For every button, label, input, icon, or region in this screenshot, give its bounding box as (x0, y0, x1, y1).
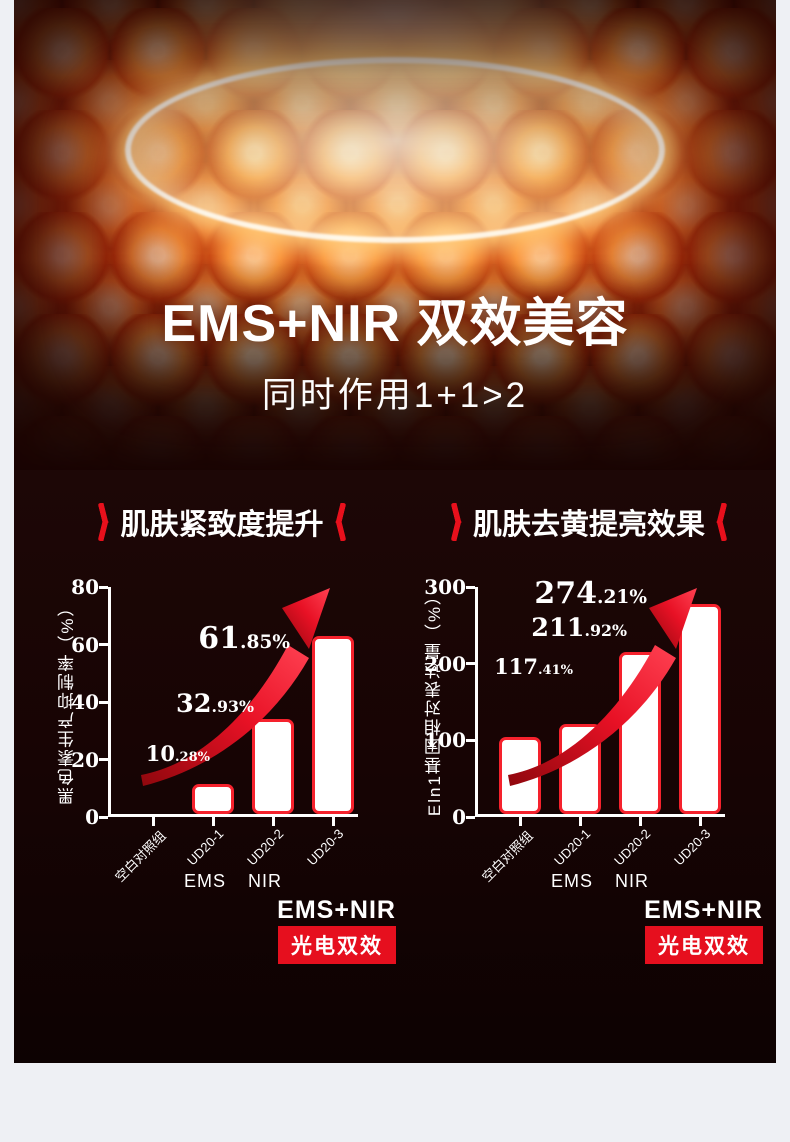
y-tick (466, 738, 475, 742)
x-tick (578, 817, 582, 826)
plot-area: Eln1基因相对表达量（%） EMS NIR EMS+NIR 光电双效 0 100… (424, 575, 763, 964)
y-tick (466, 815, 475, 819)
chart-section: 肌肤紧致度提升 黑色素生产抑制率（%） EMS (14, 502, 776, 964)
x-category-label: 空白对照组 (479, 828, 536, 885)
y-tick (99, 700, 108, 704)
chart-skin-firmness: 肌肤紧致度提升 黑色素生产抑制率（%） EMS (52, 502, 396, 964)
x-category-label: 空白对照组 (112, 828, 169, 885)
x-category-label: UD20-3 (304, 826, 347, 869)
nir-label: NIR (615, 871, 649, 891)
ems-label: EMS (550, 871, 594, 891)
bracket-right-icon (711, 503, 728, 541)
y-tick-label: 20 (71, 747, 99, 772)
bracket-right-icon (330, 503, 346, 541)
y-tick-label: 60 (71, 632, 99, 657)
chart-title: 肌肤紧致度提升 (86, 502, 358, 542)
ems-nir-combo-label: EMS+NIR (644, 896, 763, 924)
plot-area: 黑色素生产抑制率（%） EMS NIR EMS+NIR 光电双效 (58, 575, 396, 964)
y-tick-label: 40 (71, 690, 99, 714)
x-tick (698, 817, 702, 826)
x-tick (151, 817, 155, 826)
x-tick (271, 817, 275, 826)
bar (252, 719, 294, 814)
bar (619, 651, 661, 814)
promo-panel: EMS+NIR 双效美容 同时作用1+1>2 肌肤紧致度提升 黑色素生产抑制率（… (14, 0, 776, 1063)
y-tick-label: 100 (424, 728, 466, 753)
y-tick (99, 758, 108, 761)
dual-effect-badge: 光电双效 (278, 926, 396, 964)
x-tick (518, 817, 522, 826)
data-label: 211.92% (531, 613, 627, 644)
x-tick (638, 817, 642, 826)
chart-title-text: 肌肤去黄提亮效果 (473, 509, 706, 541)
chart-canvas: Eln1基因相对表达量（%） EMS NIR EMS+NIR 光电双效 0 100… (419, 575, 763, 964)
x-category-label: UD20-2 (244, 826, 287, 869)
bracket-left-icon (450, 503, 467, 541)
energy-ring-icon (125, 57, 665, 243)
y-tick-label: 80 (71, 575, 99, 599)
data-label: 10.28% (145, 741, 210, 767)
y-tick (99, 815, 108, 819)
bar (312, 636, 354, 814)
y-tick-label: 200 (424, 651, 466, 676)
nir-label: NIR (248, 871, 282, 891)
page-title: EMS+NIR 双效美容 (161, 295, 629, 353)
chart-canvas: 黑色素生产抑制率（%） EMS NIR EMS+NIR 光电双效 (52, 575, 396, 964)
y-tick (466, 585, 475, 589)
x-tick (211, 817, 215, 826)
x-tick (331, 817, 335, 826)
y-tick (99, 585, 108, 589)
y-tick-label: 0 (85, 805, 99, 829)
y-tick (99, 643, 108, 646)
data-label: 61.85% (198, 621, 290, 657)
data-label: 32.93% (176, 688, 254, 719)
page-subtitle: 同时作用1+1>2 (261, 376, 529, 415)
x-category-label: UD20-3 (671, 826, 714, 869)
y-tick-label: 300 (424, 575, 466, 599)
bar (679, 603, 721, 814)
bar (559, 724, 601, 814)
bar (499, 737, 541, 814)
x-category-label: UD20-2 (611, 826, 654, 869)
y-tick-label: 0 (452, 805, 466, 829)
dual-effect-badge: 光电双效 (645, 926, 763, 964)
data-label: 274.21% (534, 575, 647, 611)
x-category-label: UD20-1 (184, 826, 227, 869)
chart-title-text: 肌肤紧致度提升 (120, 509, 324, 541)
x-category-label: UD20-1 (551, 826, 594, 869)
data-label: 117.41% (494, 653, 573, 679)
y-axis-label: Eln1基因相对表达量（%） (425, 585, 444, 816)
chart-skin-brightening: 肌肤去黄提亮效果 Eln1基因相对表达量（%） EMS NIR EMS+NIR … (419, 502, 763, 964)
bar (192, 784, 234, 814)
bracket-left-icon (98, 503, 114, 541)
ems-nir-combo-label: EMS+NIR (277, 896, 396, 924)
chart-title: 肌肤去黄提亮效果 (450, 502, 728, 542)
hero-image (14, 0, 776, 470)
ems-label: EMS (183, 871, 227, 891)
y-tick (466, 662, 475, 666)
